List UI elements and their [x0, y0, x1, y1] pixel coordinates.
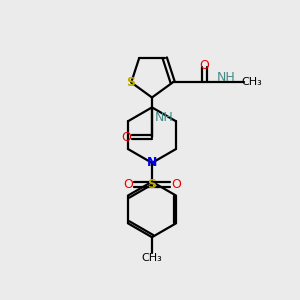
Text: NH: NH [217, 71, 236, 84]
Text: O: O [171, 178, 181, 191]
Text: N: N [147, 156, 157, 170]
Text: CH₃: CH₃ [142, 253, 162, 263]
Text: O: O [200, 59, 209, 72]
Text: O: O [121, 130, 131, 144]
Text: S: S [126, 76, 135, 89]
Text: NH: NH [154, 111, 173, 124]
Text: O: O [123, 178, 133, 191]
Text: CH₃: CH₃ [242, 77, 262, 87]
Text: S: S [148, 178, 157, 191]
